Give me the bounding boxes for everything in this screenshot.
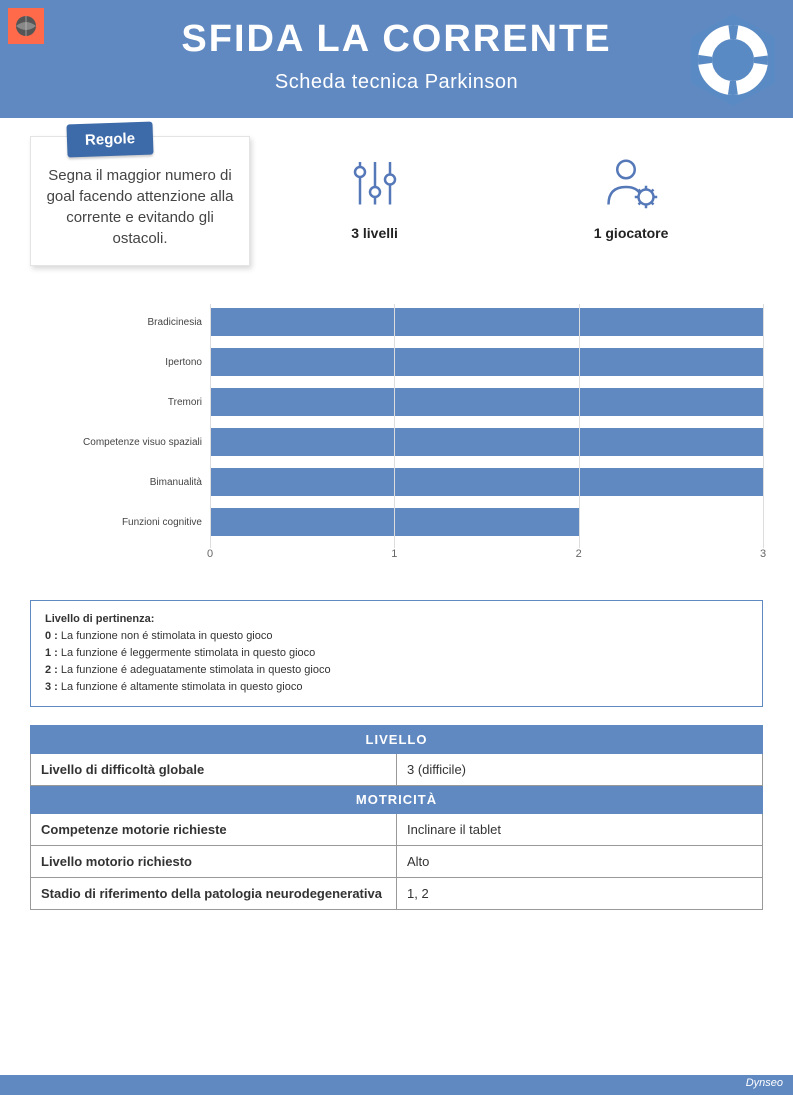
chart-category-label: Ipertono [30, 357, 210, 368]
page: SFIDA LA CORRENTE Scheda tecnica Parkins… [0, 0, 793, 1095]
chart-bar [210, 468, 763, 496]
info-row: Regole Segna il maggior numero di goal f… [0, 118, 793, 278]
stat-levels-label: 3 livelli [345, 225, 405, 241]
legend-row: 2 : La funzione é adeguatamente stimolat… [45, 662, 748, 679]
pertinence-legend: Livello di pertinenza: 0 : La funzione n… [30, 600, 763, 707]
lifebuoy-hex-icon [683, 10, 783, 115]
chart-bar [210, 388, 763, 416]
chart-category-label: Competenze visuo spaziali [30, 437, 210, 448]
page-title: SFIDA LA CORRENTE [0, 18, 793, 61]
app-tile-icon [8, 8, 44, 44]
page-subtitle: Scheda tecnica Parkinson [0, 71, 793, 94]
stats: 3 livelli 1 g [250, 136, 763, 241]
table-row-label: Stadio di riferimento della patologia ne… [31, 878, 397, 910]
chart-bar-area [210, 388, 763, 416]
chart-bar [210, 508, 579, 536]
table-row: Competenze motorie richiesteInclinare il… [31, 814, 763, 846]
pertinence-chart: Bradicinesia Ipertono Tremori Competenze vi… [0, 278, 793, 576]
legend-row: 3 : La funzione é altamente stimolata in… [45, 679, 748, 696]
chart-row: Bimanualità [30, 468, 763, 496]
footer-brand: Dynseo [746, 1077, 783, 1089]
legend-row: 1 : La funzione é leggermente stimolata … [45, 645, 748, 662]
chart-tick: 2 [576, 548, 582, 560]
chart-bar-area [210, 508, 763, 536]
chart-bar-area [210, 348, 763, 376]
chart-row: Competenze visuo spaziali [30, 428, 763, 456]
table-row: Livello di difficoltà globale3 (difficil… [31, 754, 763, 786]
chart-bar-area [210, 428, 763, 456]
rules-text: Segna il maggior numero di goal facendo … [45, 165, 235, 249]
chart-tick: 0 [207, 548, 213, 560]
chart-category-label: Tremori [30, 397, 210, 408]
chart-category-label: Funzioni cognitive [30, 517, 210, 528]
table-row-value: Inclinare il tablet [397, 814, 763, 846]
table-row-value: 3 (difficile) [397, 754, 763, 786]
chart-bar [210, 348, 763, 376]
user-gear-icon [601, 199, 661, 216]
table-row-label: Livello di difficoltà globale [31, 754, 397, 786]
header: SFIDA LA CORRENTE Scheda tecnica Parkins… [0, 0, 793, 118]
footer: Dynseo [0, 1075, 793, 1095]
chart-row: Ipertono [30, 348, 763, 376]
legend-row: 0 : La funzione non é stimolata in quest… [45, 628, 748, 645]
legend-title: Livello di pertinenza: [45, 613, 154, 625]
chart-row: Bradicinesia [30, 308, 763, 336]
chart-category-label: Bimanualità [30, 477, 210, 488]
table-row: Stadio di riferimento della patologia ne… [31, 878, 763, 910]
table-row: Livello motorio richiestoAlto [31, 846, 763, 878]
table-row-label: Competenze motorie richieste [31, 814, 397, 846]
table-section-header: MOTRICITÀ [31, 786, 763, 814]
chart-category-label: Bradicinesia [30, 317, 210, 328]
table-row-value: 1, 2 [397, 878, 763, 910]
chart-bar-area [210, 468, 763, 496]
chart-row: Funzioni cognitive [30, 508, 763, 536]
sliders-icon [345, 199, 405, 216]
table-section-header: LIVELLO [31, 726, 763, 754]
chart-bar [210, 428, 763, 456]
stat-players: 1 giocatore [594, 152, 669, 241]
spec-table: LIVELLOLivello di difficoltà globale3 (d… [30, 725, 763, 910]
chart-row: Tremori [30, 388, 763, 416]
chart-x-axis: 0 1 2 3 [210, 548, 763, 566]
chart-bar-area [210, 308, 763, 336]
table-row-value: Alto [397, 846, 763, 878]
stat-levels: 3 livelli [345, 152, 405, 241]
stat-players-label: 1 giocatore [594, 225, 669, 241]
table-row-label: Livello motorio richiesto [31, 846, 397, 878]
rules-card: Regole Segna il maggior numero di goal f… [30, 136, 250, 266]
rules-tag: Regole [66, 122, 153, 158]
chart-bar [210, 308, 763, 336]
chart-tick: 3 [760, 548, 766, 560]
chart-tick: 1 [391, 548, 397, 560]
